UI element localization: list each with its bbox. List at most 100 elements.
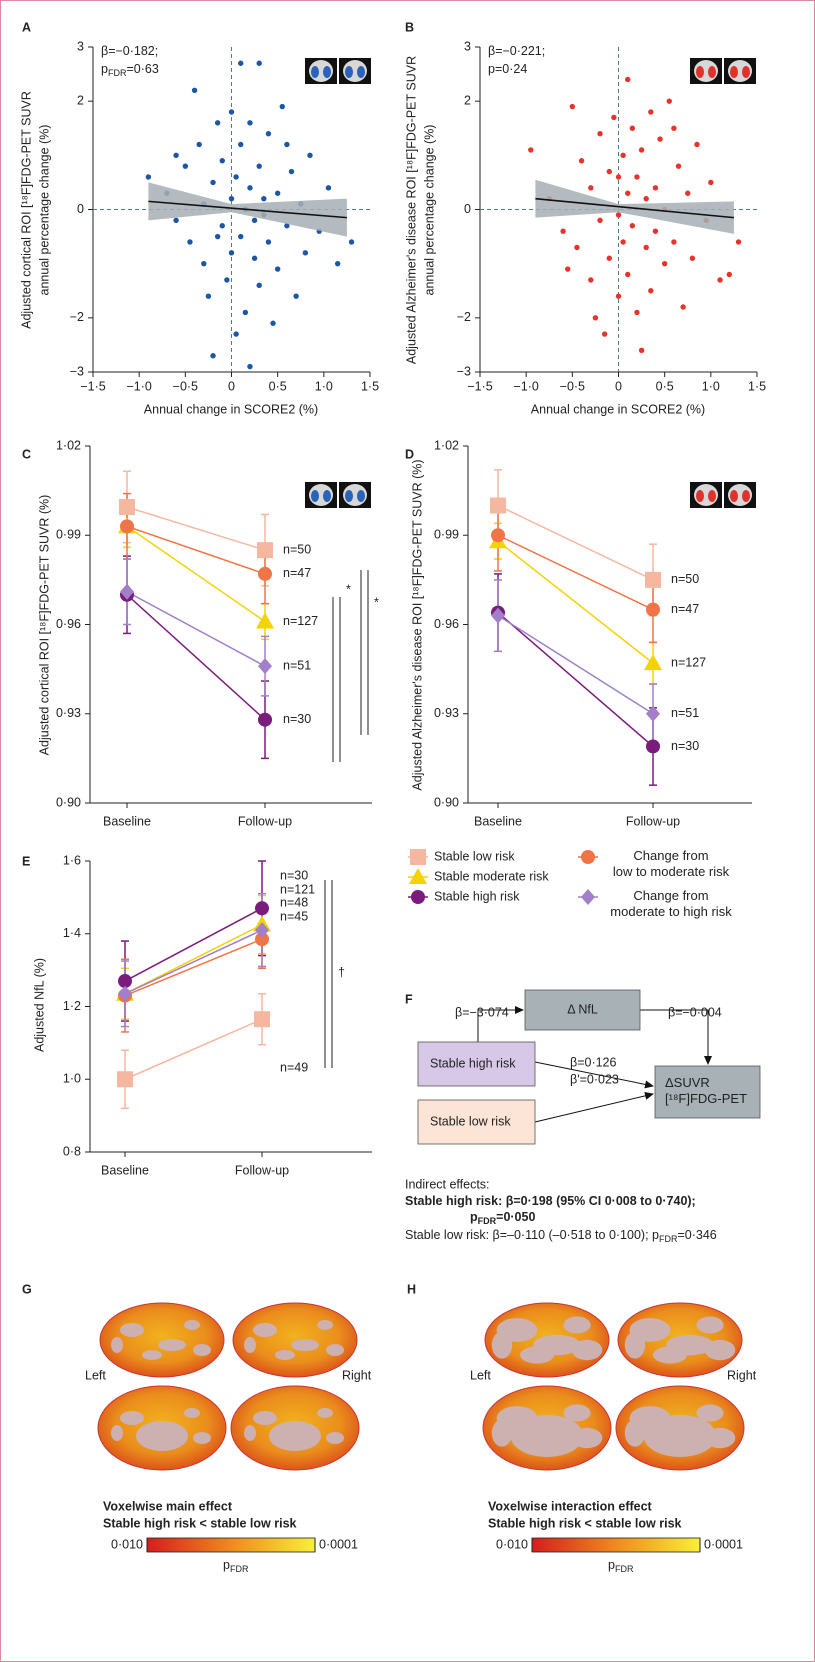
data-point — [644, 654, 662, 671]
point — [694, 141, 700, 148]
y-axis-label: annual percentage change (%) — [37, 125, 51, 296]
series-line — [126, 591, 266, 667]
brain-spot — [326, 1344, 344, 1356]
data-point — [258, 566, 272, 581]
y-tick-label: −3 — [457, 364, 471, 378]
n-label: n=30 — [671, 739, 699, 753]
node-label: Δ NfL — [567, 1002, 598, 1016]
y-tick-label: 0 — [464, 202, 471, 216]
x-tick-label: 1·0 — [315, 379, 333, 393]
point — [606, 168, 612, 175]
data-point — [255, 901, 269, 916]
point — [228, 109, 235, 115]
indirect-high-p-tail: =0·050 — [496, 1210, 535, 1224]
hemisphere-label: Right — [342, 1368, 372, 1382]
x-tick-label: Baseline — [103, 814, 151, 828]
data-point — [258, 658, 272, 675]
point — [675, 163, 682, 169]
legend-marker — [581, 850, 595, 864]
brain-spot — [111, 1337, 123, 1353]
legend-marker — [411, 890, 425, 904]
thumbnail-roi — [345, 490, 353, 502]
y-axis-label: Adjusted Alzheimer's disease ROI [¹⁸F]FD… — [410, 459, 424, 790]
brain-spot — [696, 1316, 724, 1334]
thumbnail-roi — [730, 66, 738, 78]
panel-label: F — [405, 992, 413, 1006]
point — [671, 239, 677, 245]
x-tick-label: 0 — [615, 379, 622, 393]
legend-label-box: Change from low to moderate risk — [612, 848, 730, 879]
point — [615, 212, 622, 218]
y-tick-label: 1·0 — [63, 1072, 81, 1086]
indirect-low-text: Stable low risk: β=–0·110 (–0·518 to 0·1… — [405, 1228, 659, 1242]
series-line — [497, 614, 654, 715]
point — [680, 304, 686, 310]
caption: Stable high risk < stable low risk — [488, 1516, 682, 1530]
legend-label: Stable moderate risk — [434, 869, 549, 883]
data-point — [646, 739, 660, 754]
series-line — [126, 525, 266, 623]
y-tick-label: 1·02 — [56, 438, 81, 452]
point — [242, 309, 249, 316]
point — [214, 233, 221, 240]
n-label: n=47 — [283, 566, 311, 580]
node — [524, 989, 641, 1031]
brain-spot — [326, 1432, 344, 1444]
indirect-high: Stable high risk: β=0·198 (95% CI 0·008 … — [405, 1194, 696, 1208]
annotation-tail: =0·63 — [126, 62, 158, 76]
x-tick-label: −0·5 — [173, 379, 198, 393]
legend-label: Stable low risk — [434, 849, 515, 863]
point — [173, 217, 179, 224]
annotation-text: p — [101, 62, 108, 76]
n-label: n=127 — [283, 614, 318, 628]
point — [210, 353, 216, 359]
point — [228, 195, 235, 202]
point — [620, 239, 626, 245]
point — [625, 190, 631, 196]
brain-spot — [244, 1337, 256, 1353]
point — [671, 125, 677, 131]
brain-spot — [520, 1346, 554, 1364]
legend-label: Change from low to moderate risk — [612, 848, 730, 879]
colorbar-title: pFDR — [608, 1558, 634, 1574]
brain-spot — [184, 1320, 200, 1330]
trend-line — [535, 197, 734, 219]
brain-spot — [158, 1339, 186, 1351]
node — [654, 1065, 761, 1119]
edge-label: β=−0·004 — [668, 1005, 722, 1019]
point — [233, 174, 239, 180]
indirect-low: Stable low risk: β=–0·110 (–0·518 to 0·1… — [405, 1228, 717, 1244]
y-axis-label: Adjusted Alzheimer's disease ROI [¹⁸F]FD… — [404, 56, 418, 364]
point — [648, 288, 654, 294]
n-label: n=121 — [280, 882, 315, 896]
brain-spot — [269, 1421, 321, 1451]
brain-spot — [253, 1411, 277, 1425]
y-tick-label: 0·8 — [63, 1144, 81, 1158]
annotation: pFDR=0·63 — [101, 62, 159, 78]
x-tick-label: −1·0 — [126, 379, 151, 393]
node-label: ΔSUVR [¹⁸F]FDG-PET — [665, 1075, 748, 1106]
brain-spot — [491, 1419, 513, 1447]
x-tick-label: Follow-up — [626, 814, 680, 828]
point — [689, 255, 696, 261]
point — [256, 60, 262, 66]
point — [578, 158, 585, 164]
point — [625, 76, 631, 83]
significance-label: † — [338, 965, 345, 979]
point — [735, 239, 742, 245]
indirect-high-p-sub: FDR — [478, 1216, 497, 1226]
x-tick-label: −0·5 — [560, 379, 585, 393]
data-point — [255, 922, 269, 939]
point — [601, 331, 608, 337]
x-tick-label: Follow-up — [238, 814, 292, 828]
data-point — [119, 498, 135, 515]
colorbar-label: 0·010 — [496, 1537, 528, 1551]
brain-spot — [142, 1350, 162, 1360]
point — [643, 195, 649, 202]
point — [597, 217, 603, 224]
data-point — [645, 571, 661, 588]
brain-spot — [244, 1425, 256, 1441]
brain-spot — [317, 1320, 333, 1330]
trend-line — [148, 200, 347, 219]
caption: Voxelwise main effect — [103, 1499, 233, 1513]
